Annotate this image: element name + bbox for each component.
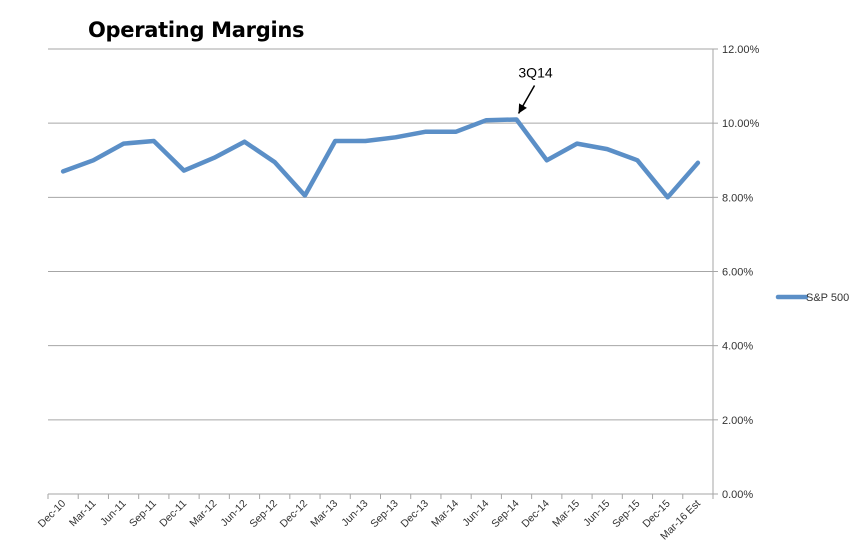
x-tick-label: Mar-12	[187, 498, 219, 530]
annotation-arrowhead	[518, 103, 527, 114]
x-tick-label: Sep-11	[127, 498, 159, 530]
x-tick-label: Sep-13	[368, 498, 401, 531]
x-tick-label: Sep-12	[247, 498, 280, 531]
y-tick-label: 4.00%	[722, 341, 753, 353]
annotation-label: 3Q14	[518, 64, 552, 80]
x-tick-label: Dec-13	[399, 498, 432, 531]
x-tick-label: Mar-14	[429, 498, 461, 530]
y-tick-label: 8.00%	[722, 192, 753, 204]
y-tick-label: 2.00%	[722, 415, 753, 427]
y-tick-label: 10.00%	[722, 118, 760, 130]
x-tick-label: Dec-14	[519, 498, 552, 531]
x-tick-label: Jun-14	[460, 498, 491, 529]
y-tick-label: 0.00%	[722, 489, 753, 501]
series-line-sp500	[60, 117, 701, 200]
x-tick-label: Sep-15	[610, 498, 643, 531]
x-tick-label: Mar-13	[308, 498, 340, 530]
y-tick-label: 6.00%	[722, 267, 753, 279]
x-tick-label: Jun-15	[581, 498, 612, 529]
x-tick-label: Jun-13	[339, 498, 370, 529]
y-tick-label: 12.00%	[722, 44, 760, 56]
x-tick-label: Jun-12	[218, 498, 249, 529]
x-tick-label: Dec-12	[278, 498, 311, 531]
chart-title: Operating Margins	[88, 18, 305, 42]
x-tick-label: Mar-11	[67, 498, 99, 530]
x-tick-label: Mar-15	[550, 498, 582, 530]
legend-label-sp500: S&P 500	[806, 292, 849, 304]
x-tick-label: Dec-10	[36, 498, 69, 531]
x-tick-label: Sep-14	[489, 498, 522, 531]
x-tick-label: Jun-11	[98, 498, 129, 529]
x-tick-label: Dec-11	[157, 498, 189, 530]
